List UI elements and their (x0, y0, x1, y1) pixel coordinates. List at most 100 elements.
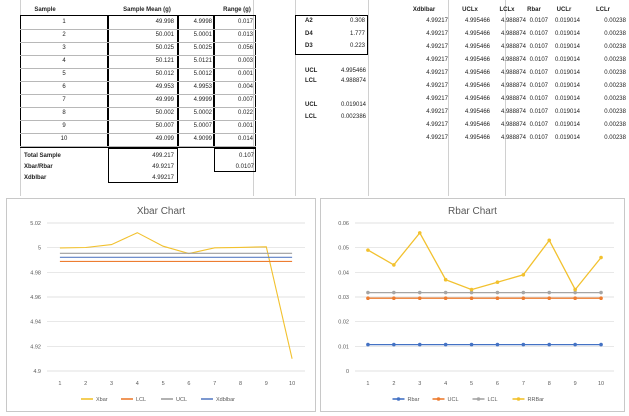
right-table-cell: 4.988874 (500, 122, 526, 128)
constants-box (295, 15, 368, 55)
sample-avg-cell: 4.9999 (193, 97, 212, 103)
y-tick-label: 0.06 (338, 221, 349, 227)
data-point (547, 238, 552, 243)
right-header-cell: LCLx (499, 7, 515, 13)
right-table-cell: 4.99217 (426, 122, 448, 128)
y-tick-label: 0.02 (338, 320, 349, 326)
legend-marker (436, 397, 441, 401)
right-header-cell: Xdblbar (412, 7, 436, 13)
right-table-cell: 0.00238 (604, 122, 626, 128)
total-sample-value: 499.217 (152, 153, 174, 159)
data-point (521, 273, 526, 277)
row-divider (20, 42, 256, 43)
sample-range-cell: 0.001 (237, 123, 253, 129)
right-table-cell: 4.988874 (500, 44, 526, 50)
row-divider (20, 120, 256, 121)
data-point (392, 263, 396, 267)
data-point (573, 287, 577, 292)
right-table-cell: 0.0107 (529, 83, 548, 89)
chart-title: Xbar Chart (137, 206, 186, 217)
sample-avg-cell: 5.0025 (193, 45, 212, 51)
right-table-cell: 4.995466 (464, 57, 490, 63)
right-table-cell: 0.00238 (604, 31, 626, 37)
rbar-chart-svg: Rbar Chart 0 0.01 0.02 0.03 0.04 0.05 0.06 1 2 3 4 5… (338, 206, 614, 403)
right-table-cell: 0.0107 (529, 70, 548, 76)
right-table-cell: 0.019014 (554, 70, 580, 76)
right-table-cell: 0.00238 (604, 18, 626, 24)
sample-number: 1 (62, 19, 66, 25)
x-tick-label: 1 (58, 381, 61, 387)
row-divider (20, 107, 256, 108)
sample-number: 8 (62, 110, 66, 116)
totals-mean-box (108, 148, 178, 183)
x-tick-label: 8 (548, 381, 551, 387)
y-tick-label: 4.92 (30, 344, 41, 350)
y-tick-label: 0.05 (338, 246, 349, 252)
data-point (495, 342, 500, 347)
sample-avg-cell: 4.9998 (193, 19, 212, 25)
right-table-cell: 0.019014 (554, 83, 580, 89)
const-d3-value: 0.223 (349, 43, 365, 49)
right-table-cell: 0.0107 (529, 135, 548, 141)
right-table-cell: 0.0107 (529, 122, 548, 128)
spreadsheet-grid: Sample Sample Mean (g) Range (g) 1 49.998… (0, 0, 629, 196)
sample-range-cell: 0.007 (237, 97, 253, 103)
sample-number: 5 (62, 71, 66, 77)
ucl-x-label: UCL (305, 68, 318, 74)
data-point (599, 296, 603, 301)
totals-range-box (214, 148, 256, 172)
right-table-cell: 4.995466 (464, 83, 490, 89)
data-point (392, 296, 396, 301)
sample-mean-cell: 49.953 (155, 84, 174, 90)
data-point (521, 296, 526, 301)
data-point (599, 290, 603, 295)
sample-mean-cell: 49.999 (155, 97, 174, 103)
right-table-cell: 4.995466 (464, 70, 490, 76)
right-table-cell: 0.019014 (554, 109, 580, 115)
right-table-cell: 4.995466 (464, 109, 490, 115)
sample-mean-cell: 50.002 (155, 110, 174, 116)
const-d3-label: D3 (305, 43, 313, 49)
legend-label: Xdblbar (216, 397, 235, 403)
sample-mean-cell: 49.099 (155, 136, 174, 142)
data-point (547, 290, 552, 295)
xbar-rbar-label: Xbar/Rbar (24, 164, 53, 170)
const-a2-value: 0.308 (349, 18, 365, 24)
data-point (573, 290, 577, 295)
right-table-cell: 4.988874 (500, 18, 526, 24)
right-table-cell: 4.99217 (426, 83, 448, 89)
data-point (392, 290, 396, 295)
sample-number: 7 (62, 97, 66, 103)
sample-mean-cell: 50.121 (155, 58, 174, 64)
right-table-cell: 4.995466 (464, 44, 490, 50)
data-point (366, 290, 370, 295)
rbar-chart[interactable]: Rbar Chart 0 0.01 0.02 0.03 0.04 0.05 0.06 1 2 3 4 5… (320, 198, 625, 412)
legend-label: Rbar (408, 397, 420, 403)
sample-range-cell: 0.056 (237, 45, 253, 51)
sample-range-cell: 0.004 (237, 84, 253, 90)
data-point (547, 342, 552, 347)
legend-marker (516, 397, 521, 401)
right-table-cell: 4.99217 (426, 44, 448, 50)
right-table-cell: 0.00238 (604, 83, 626, 89)
right-table-cell: 0.00238 (604, 109, 626, 115)
y-tick-label: 4.96 (30, 295, 41, 301)
x-tick-label: 2 (84, 381, 87, 387)
y-tick-label: 0.03 (338, 295, 349, 301)
right-table-cell: 4.988874 (500, 57, 526, 63)
sample-range-cell: 0.001 (237, 71, 253, 77)
x-tick-label: 3 (110, 381, 113, 387)
xbar-chart[interactable]: Xbar Chart 4.9 4.92 4.94 4.96 4.98 5 5.02 1 2 3 4 5 6… (6, 198, 316, 412)
y-tick-label: 4.94 (30, 320, 41, 326)
right-header-cell: UCLx (462, 7, 478, 13)
row-divider (20, 55, 256, 56)
right-table-cell: 0.019014 (554, 18, 580, 24)
x-tick-label: 4 (136, 381, 139, 387)
right-table-cell: 0.019014 (554, 31, 580, 37)
ucl-r-label: UCL (305, 102, 318, 108)
right-table-cell: 0.019014 (554, 57, 580, 63)
right-table-cell: 0.019014 (554, 135, 580, 141)
data-point (443, 296, 448, 301)
data-point (495, 280, 500, 284)
data-point (366, 248, 370, 252)
